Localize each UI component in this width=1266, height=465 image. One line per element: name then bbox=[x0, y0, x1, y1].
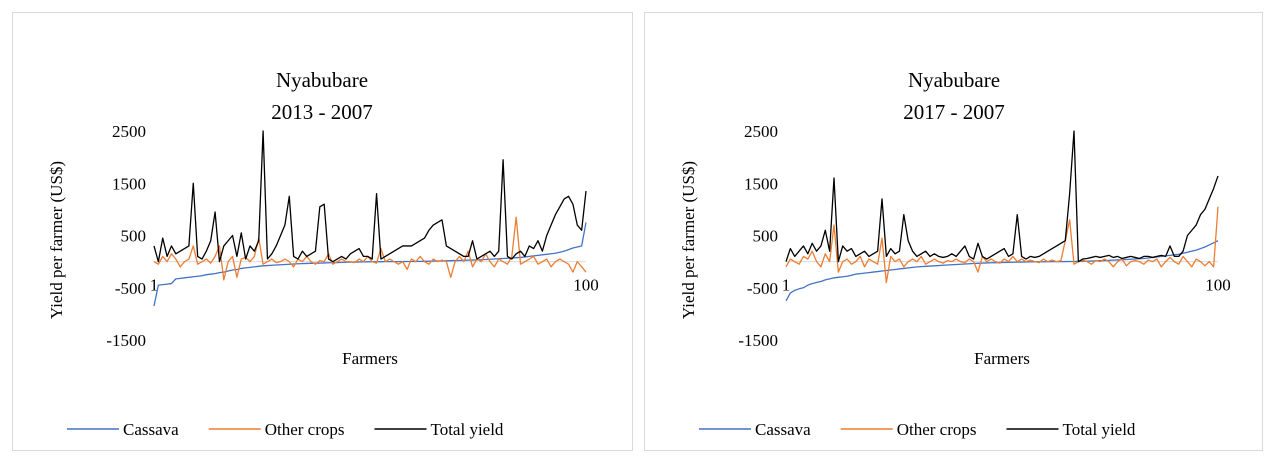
series-line bbox=[153, 216, 587, 281]
legend-label: Other crops bbox=[265, 420, 345, 439]
series-line bbox=[785, 206, 1219, 284]
panel-frame bbox=[12, 12, 633, 451]
chart: Nyabubare 2017 - 2007 -1500 -500 500 1500 2500… bbox=[679, 68, 1231, 439]
x-axis-label: Farmers bbox=[342, 349, 398, 368]
y-tick-label: 500 bbox=[753, 227, 779, 246]
y-tick-label: 1500 bbox=[744, 174, 778, 193]
x-tick-label: 100 bbox=[1205, 276, 1231, 295]
legend-label: Cassava bbox=[755, 420, 811, 439]
legend-label: Total yield bbox=[431, 420, 504, 439]
panel-frame bbox=[644, 12, 1263, 451]
y-tick-label: -1500 bbox=[106, 331, 146, 350]
legend-label: Cassava bbox=[123, 420, 179, 439]
chart-subtitle: 2013 - 2007 bbox=[271, 100, 373, 124]
chart: Nyabubare 2013 - 2007 -1500 -500 500 1500 2500… bbox=[47, 68, 599, 439]
y-tick-label: 2500 bbox=[744, 122, 778, 141]
chart-subtitle: 2017 - 2007 bbox=[903, 100, 1005, 124]
y-axis-label: Yield per farmer (US$) bbox=[47, 161, 66, 319]
y-tick-label: 2500 bbox=[112, 122, 146, 141]
x-tick-label: 1 bbox=[782, 276, 791, 295]
y-tick-label: -1500 bbox=[738, 331, 778, 350]
y-tick-label: 500 bbox=[121, 227, 147, 246]
y-tick-label: -500 bbox=[115, 279, 146, 298]
legend-label: Other crops bbox=[897, 420, 977, 439]
chart-title: Nyabubare bbox=[908, 68, 1000, 92]
series-line bbox=[153, 130, 587, 263]
chart-title: Nyabubare bbox=[276, 68, 368, 92]
y-axis-label: Yield per farmer (US$) bbox=[679, 161, 698, 319]
x-axis-label: Farmers bbox=[974, 349, 1030, 368]
y-tick-label: -500 bbox=[747, 279, 778, 298]
x-tick-label: 1 bbox=[150, 276, 159, 295]
y-tick-label: 1500 bbox=[112, 174, 146, 193]
series-line bbox=[785, 240, 1219, 302]
legend-label: Total yield bbox=[1063, 420, 1136, 439]
series-line bbox=[785, 130, 1219, 263]
x-tick-label: 100 bbox=[573, 276, 599, 295]
